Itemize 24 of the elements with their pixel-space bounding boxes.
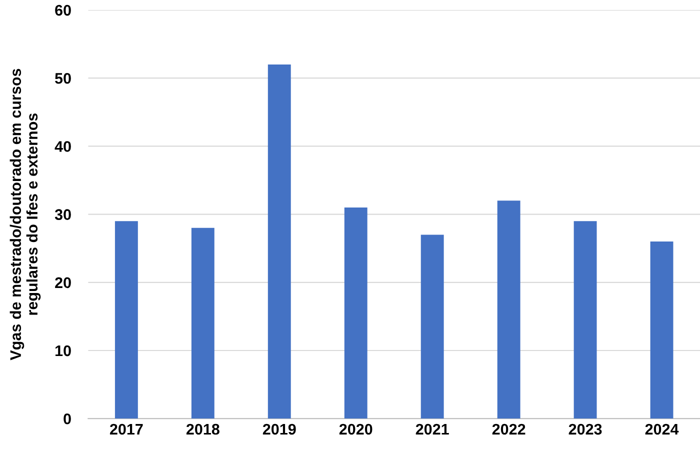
x-tick-label: 2017 — [110, 424, 143, 435]
y-tick-label: 20 — [55, 277, 71, 288]
y-tick-label: 40 — [54, 141, 71, 152]
x-tick-label: 2021 — [416, 424, 449, 435]
bar — [650, 242, 674, 419]
bar — [114, 221, 138, 419]
bar — [268, 64, 291, 419]
y-tick-label: 60 — [55, 4, 71, 16]
bar — [420, 234, 444, 419]
x-tick-label: 2022 — [492, 424, 526, 435]
y-tick-label: 0 — [64, 413, 71, 424]
y-axis-title: Vgas de mestrado/doutorado em cursos regulares do Ifes e externos — [10, 68, 41, 360]
y-tick-label: 50 — [55, 72, 71, 84]
bar — [497, 200, 520, 419]
x-tick-label: 2018 — [186, 424, 220, 435]
y-tick-label: 10 — [56, 345, 71, 356]
y-tick-label: 30 — [54, 209, 71, 220]
bar — [191, 228, 214, 419]
x-tick-label: 2024 — [645, 424, 679, 435]
x-tick-label: 2019 — [262, 424, 296, 435]
x-tick-label: 2023 — [568, 424, 602, 435]
bar — [574, 221, 597, 419]
x-tick-label: 2020 — [339, 424, 372, 435]
bar — [344, 207, 368, 419]
